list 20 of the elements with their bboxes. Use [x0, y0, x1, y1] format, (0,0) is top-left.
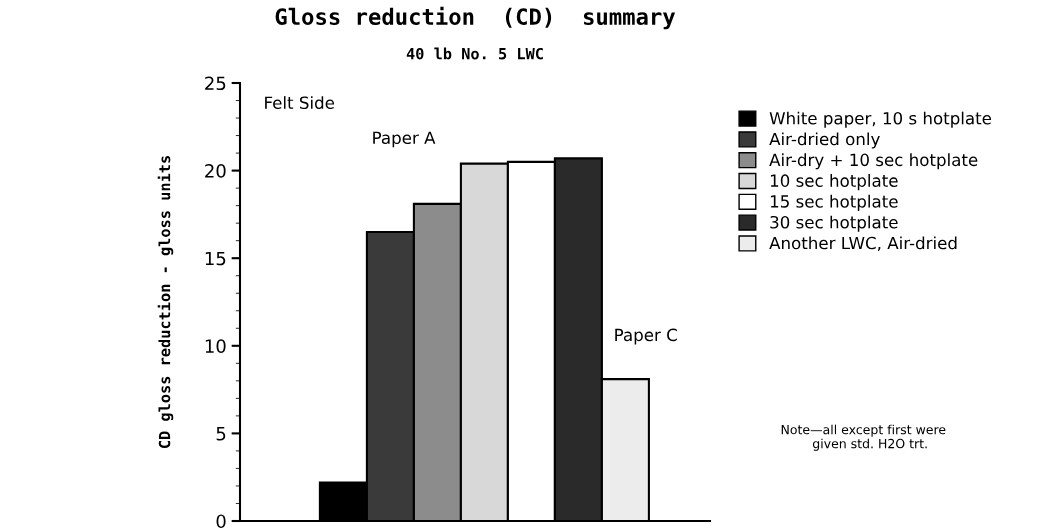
y-tick-label: 5	[216, 427, 226, 441]
annotation: Paper A	[373, 131, 436, 148]
y-tick-label: 25	[205, 76, 226, 91]
y-axis-title: CD gloss reduction - gloss units	[157, 156, 174, 449]
legend-label: 10 sec hotplate	[770, 174, 898, 191]
annotation: Felt Side	[265, 96, 335, 110]
legend-label: Another LWC, Air-dried	[769, 236, 957, 252]
legend-label: Air-dried only	[769, 132, 880, 149]
y-tick-label: 15	[205, 251, 226, 266]
legend-label: 15 sec hotplate	[770, 194, 898, 211]
legend-label: Air-dry + 10 sec hotplate	[769, 153, 978, 170]
y-tick-label: 10	[205, 339, 226, 353]
chart-subtitle: 40 lb No. 5 LWC	[406, 47, 543, 60]
chart-title: Gloss reduction (CD) summary	[275, 6, 676, 30]
text: Note—all except first were given std. H2O trt.	[781, 424, 946, 451]
y-tick-label: 0	[216, 514, 226, 529]
legend-label: White paper, 10 s hotplate	[769, 111, 992, 128]
annotation: Paper C	[615, 328, 677, 345]
legend-label: 30 sec hotplate	[770, 215, 898, 232]
y-tick-label: 20	[205, 164, 226, 178]
